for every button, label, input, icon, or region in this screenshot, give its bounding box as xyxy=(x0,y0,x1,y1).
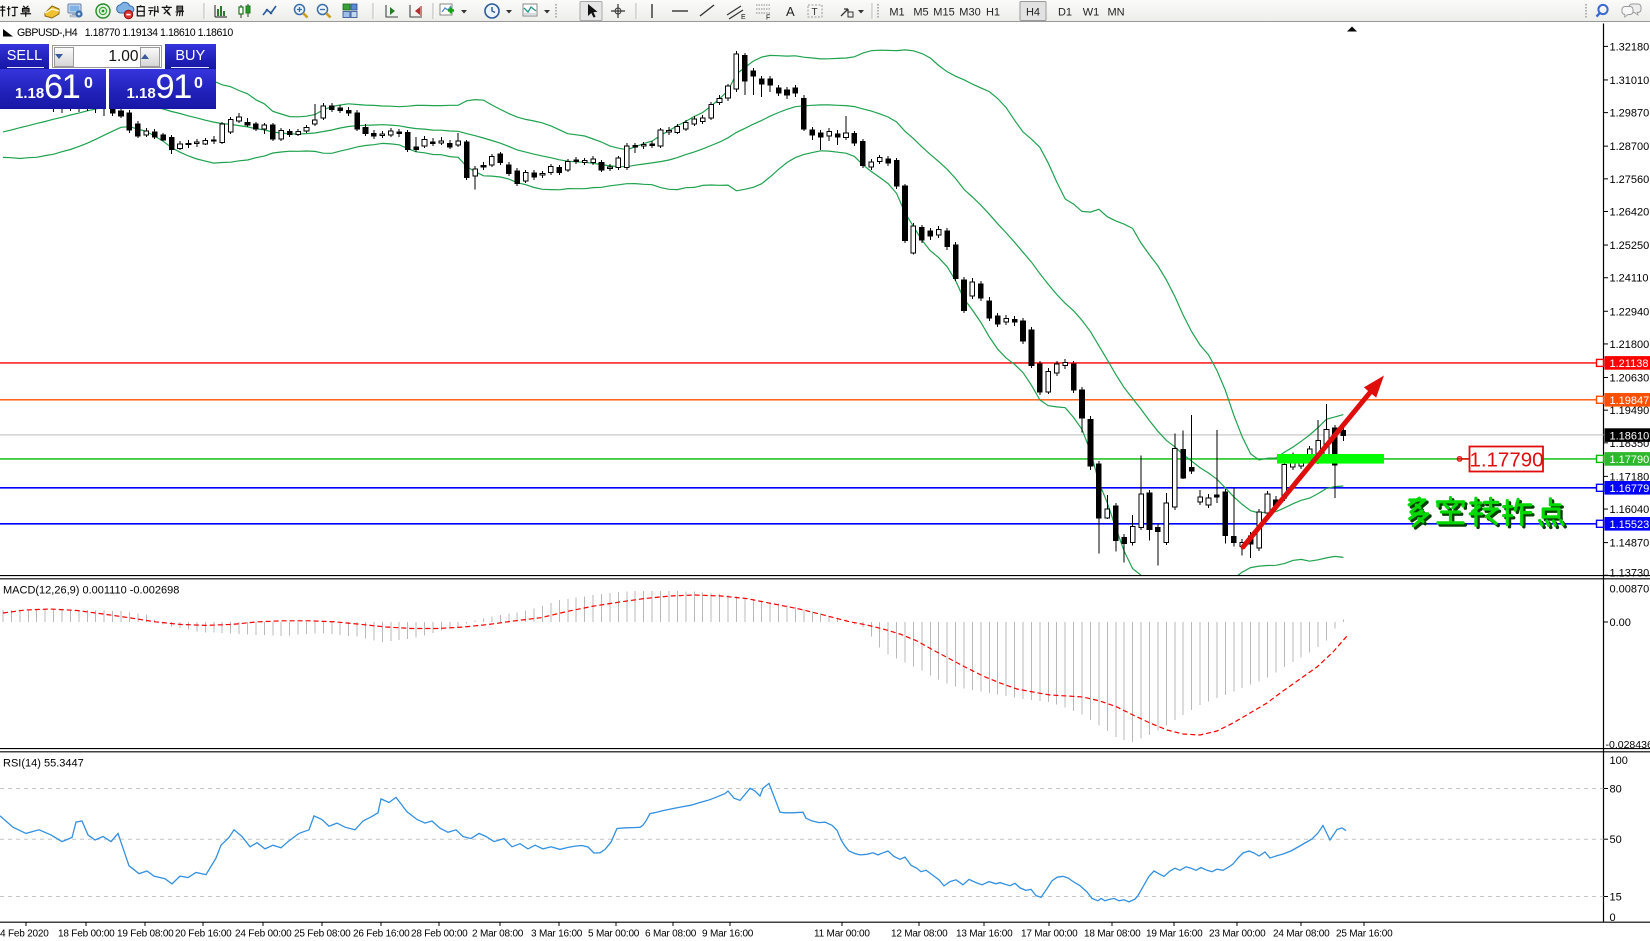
svg-text:11 Mar 00:00: 11 Mar 00:00 xyxy=(814,928,870,939)
svg-text:19 Feb 08:00: 19 Feb 08:00 xyxy=(117,928,174,939)
svg-text:1.26420: 1.26420 xyxy=(1610,207,1650,219)
svg-text:0.008707: 0.008707 xyxy=(1610,584,1650,596)
svg-text:H4: H4 xyxy=(1026,7,1040,19)
svg-text:1.22940: 1.22940 xyxy=(1610,306,1650,318)
svg-text:W1: W1 xyxy=(1083,7,1100,19)
svg-text:4 Feb 2020: 4 Feb 2020 xyxy=(0,928,49,939)
svg-text:1.31010: 1.31010 xyxy=(1610,75,1650,87)
svg-text:1.19847: 1.19847 xyxy=(1610,395,1650,407)
svg-text:25 Feb 08:00: 25 Feb 08:00 xyxy=(294,928,351,939)
svg-text:MACD(12,26,9) 0.001110 -0.0026: MACD(12,26,9) 0.001110 -0.002698 xyxy=(3,585,179,597)
svg-text:5 Mar 00:00: 5 Mar 00:00 xyxy=(588,928,640,939)
svg-text:17 Mar 00:00: 17 Mar 00:00 xyxy=(1021,928,1078,939)
svg-text:1.21800: 1.21800 xyxy=(1610,339,1650,351)
svg-text:19 Mar 16:00: 19 Mar 16:00 xyxy=(1146,928,1203,939)
svg-text:M1: M1 xyxy=(889,7,904,19)
svg-text:-0.028436: -0.028436 xyxy=(1606,739,1650,751)
svg-text:1.25250: 1.25250 xyxy=(1610,240,1650,252)
svg-text:18 Feb 00:00: 18 Feb 00:00 xyxy=(58,928,115,939)
svg-text:80: 80 xyxy=(1610,784,1622,796)
svg-text:12 Mar 08:00: 12 Mar 08:00 xyxy=(891,928,948,939)
svg-text:23 Mar 00:00: 23 Mar 00:00 xyxy=(1209,928,1266,939)
svg-text:100: 100 xyxy=(1610,755,1628,767)
svg-text:1.21138: 1.21138 xyxy=(1610,358,1649,370)
svg-text:1.17790: 1.17790 xyxy=(1610,454,1650,466)
svg-text:1.18610: 1.18610 xyxy=(1610,430,1650,442)
svg-text:1.15523: 1.15523 xyxy=(1610,519,1650,531)
svg-text:1.20630: 1.20630 xyxy=(1610,372,1650,384)
svg-text:1.17790: 1.17790 xyxy=(1469,449,1543,472)
svg-text:1.16779: 1.16779 xyxy=(1610,483,1650,495)
svg-text:1.13730: 1.13730 xyxy=(1610,568,1650,580)
svg-text:13 Mar 16:00: 13 Mar 16:00 xyxy=(956,928,1013,939)
svg-text:20 Feb 16:00: 20 Feb 16:00 xyxy=(175,928,232,939)
svg-text:E: E xyxy=(741,14,746,21)
svg-text:0.00: 0.00 xyxy=(1610,617,1631,629)
svg-text:1.16040: 1.16040 xyxy=(1610,504,1650,516)
svg-text:50: 50 xyxy=(1610,834,1622,846)
svg-text:M30: M30 xyxy=(959,7,980,19)
svg-text:0: 0 xyxy=(1610,912,1616,924)
svg-text:M15: M15 xyxy=(933,7,954,19)
svg-text:1.17180: 1.17180 xyxy=(1610,471,1650,483)
svg-text:M5: M5 xyxy=(913,7,928,19)
svg-text:1.28700: 1.28700 xyxy=(1610,141,1650,153)
svg-text:RSI(14) 55.3447: RSI(14) 55.3447 xyxy=(3,758,84,770)
svg-text:9 Mar 16:00: 9 Mar 16:00 xyxy=(702,928,754,939)
svg-text:18 Mar 08:00: 18 Mar 08:00 xyxy=(1084,928,1141,939)
svg-text:6 Mar 08:00: 6 Mar 08:00 xyxy=(645,928,697,939)
svg-text:25 Mar 16:00: 25 Mar 16:00 xyxy=(1336,928,1393,939)
svg-text:H1: H1 xyxy=(986,7,1000,19)
svg-text:15: 15 xyxy=(1610,892,1622,904)
svg-text:1.29870: 1.29870 xyxy=(1610,108,1650,120)
svg-text:F: F xyxy=(766,15,770,22)
svg-text:28 Feb 00:00: 28 Feb 00:00 xyxy=(411,928,468,939)
svg-text:1.19490: 1.19490 xyxy=(1610,405,1650,417)
svg-text:3 Mar 16:00: 3 Mar 16:00 xyxy=(531,928,583,939)
svg-text:2 Mar 08:00: 2 Mar 08:00 xyxy=(472,928,524,939)
svg-text:24 Feb 00:00: 24 Feb 00:00 xyxy=(235,928,292,939)
svg-text:D1: D1 xyxy=(1058,7,1072,19)
svg-text:A: A xyxy=(786,4,795,19)
svg-text:MN: MN xyxy=(1107,7,1124,19)
svg-text:1.27560: 1.27560 xyxy=(1610,174,1650,186)
svg-text:1.14870: 1.14870 xyxy=(1610,538,1650,550)
svg-text:1.24110: 1.24110 xyxy=(1610,273,1649,285)
svg-text:1.32180: 1.32180 xyxy=(1610,41,1650,53)
svg-text:24 Mar 08:00: 24 Mar 08:00 xyxy=(1273,928,1330,939)
svg-text:26 Feb 16:00: 26 Feb 16:00 xyxy=(353,928,410,939)
svg-text:T: T xyxy=(812,7,818,18)
